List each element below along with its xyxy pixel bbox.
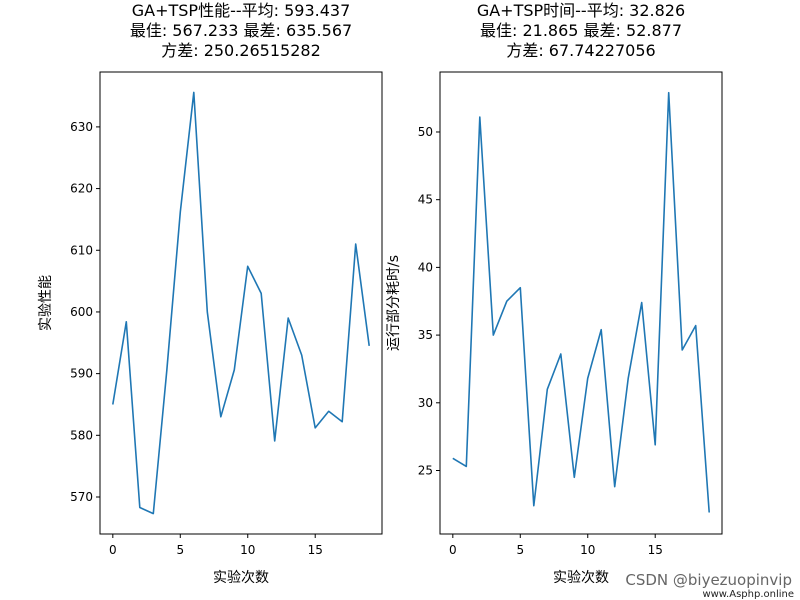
- subplot-runtime: GA+TSP时间--平均: 32.826 最佳: 21.865 最差: 52.8…: [386, 1, 723, 586]
- plot-frame: [439, 71, 723, 535]
- x-axis-label: 实验次数: [213, 570, 269, 586]
- chart-title-line-2: 最佳: 21.865 最差: 52.877: [480, 21, 682, 40]
- plot-frame: [99, 71, 383, 535]
- y-tick-label: 30: [418, 396, 433, 410]
- y-tick-label: 35: [418, 328, 433, 342]
- subplot-performance: GA+TSP性能--平均: 593.437 最佳: 567.233 最差: 63…: [38, 1, 383, 586]
- y-axis-label: 运行部分耗时/s: [386, 255, 402, 351]
- chart-title-line-2: 最佳: 567.233 最差: 635.567: [130, 21, 352, 40]
- tick-group: 0 5 10 15 25 30 35 40 45 50: [418, 125, 663, 557]
- y-tick-label: 600: [70, 305, 93, 319]
- x-tick-label: 15: [648, 543, 663, 557]
- x-tick-label: 5: [176, 543, 184, 557]
- y-tick-label: 570: [70, 490, 93, 504]
- x-tick-label: 10: [240, 543, 255, 557]
- series-line-runtime: [452, 91, 710, 513]
- tick-group: 0 5 10 15 570 580 590 600 610 620 630: [70, 120, 323, 557]
- y-tick-label: 580: [70, 428, 93, 442]
- x-axis-label: 实验次数: [553, 570, 609, 586]
- chart-title-line-1: GA+TSP性能--平均: 593.437: [132, 1, 351, 20]
- y-tick-label: 630: [70, 120, 93, 134]
- y-tick-label: 620: [70, 182, 93, 196]
- chart-title-line-1: GA+TSP时间--平均: 32.826: [477, 1, 685, 20]
- y-tick-label: 25: [418, 463, 433, 477]
- x-tick-label: 5: [516, 543, 524, 557]
- chart-title-line-3: 方差: 250.26515282: [161, 41, 321, 60]
- x-tick-label: 15: [308, 543, 323, 557]
- y-tick-label: 40: [418, 260, 433, 274]
- y-tick-label: 610: [70, 243, 93, 257]
- watermark-site: www.Asphp.online: [702, 589, 794, 600]
- x-tick-label: 10: [580, 543, 595, 557]
- watermark-text: CSDN @biyezuopinvip: [625, 571, 792, 589]
- x-tick-label: 0: [449, 543, 457, 557]
- y-tick-label: 50: [418, 125, 433, 139]
- y-tick-label: 45: [418, 193, 433, 207]
- chart-title-line-3: 方差: 67.74227056: [506, 41, 655, 60]
- y-tick-label: 590: [70, 367, 93, 381]
- y-axis-label: 实验性能: [38, 275, 54, 331]
- x-tick-label: 0: [109, 543, 117, 557]
- series-line-performance: [112, 91, 370, 515]
